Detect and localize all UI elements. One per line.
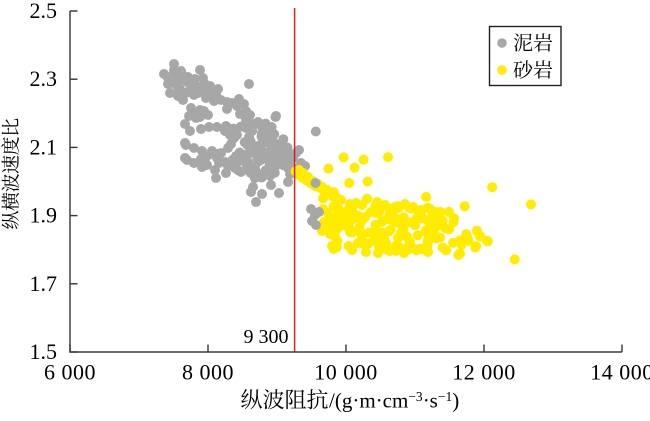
svg-text:2.1: 2.1 [30,134,58,159]
svg-text:1.7: 1.7 [30,271,58,296]
svg-text:9 300: 9 300 [244,326,289,348]
svg-text:2.3: 2.3 [30,66,58,91]
svg-text:2.5: 2.5 [30,0,58,23]
svg-text:1.9: 1.9 [30,203,58,228]
svg-text:6 000: 6 000 [44,360,96,385]
svg-text:12 000: 12 000 [452,360,516,385]
svg-text:8 000: 8 000 [182,360,234,385]
svg-text:/(g·m·cm−3·s−1): /(g·m·cm−3·s−1) [329,389,459,413]
svg-text:1.5: 1.5 [30,339,58,364]
svg-text:14 000: 14 000 [590,360,650,385]
svg-text:10 000: 10 000 [314,360,378,385]
